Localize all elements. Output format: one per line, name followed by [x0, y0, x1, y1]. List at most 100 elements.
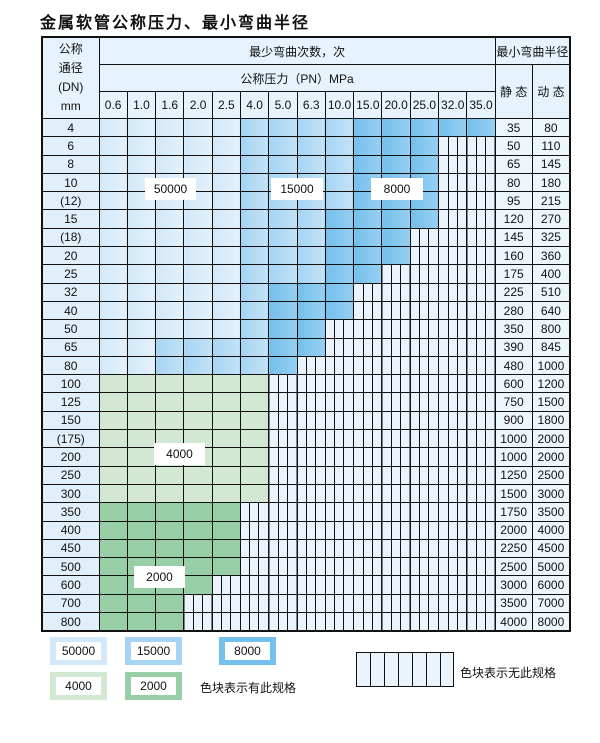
spec-cell-50000: [155, 264, 185, 284]
no-spec-cell: [438, 136, 468, 156]
dynamic-radius-cell: 80: [531, 117, 571, 138]
static-radius-cell: 50: [494, 136, 533, 156]
table-row: 150 900 1800: [41, 410, 571, 431]
no-spec-cell: [409, 502, 440, 522]
static-radius-cell: 2000: [494, 520, 533, 540]
no-spec-cell: [268, 612, 298, 632]
no-spec-cell: [409, 612, 440, 632]
legend-label: 15000: [131, 642, 176, 660]
spec-cell-4000: [211, 392, 241, 412]
spec-cell-50000: [155, 136, 185, 156]
no-spec-cell: [353, 483, 383, 504]
spec-cell-50000: [183, 117, 213, 138]
no-spec-cell: [438, 227, 468, 248]
spec-cell-4000: [155, 392, 185, 412]
spec-cell-8000: [268, 355, 298, 376]
dynamic-radius-cell: 2000: [531, 429, 571, 449]
no-spec-cell: [353, 319, 383, 339]
no-spec-cell: [466, 227, 496, 248]
spec-cell-15000: [296, 227, 326, 248]
table-row: 400 2000 4000: [41, 520, 571, 540]
no-spec-cell: [409, 246, 440, 266]
spec-cell-50000: [211, 282, 241, 302]
spec-cell-4000: [126, 483, 157, 504]
no-spec-cell: [353, 575, 383, 595]
no-spec-cell: [381, 520, 411, 540]
no-spec-cell: [296, 612, 326, 632]
spec-cell-50000: [183, 300, 213, 321]
static-radius-cell: 480: [494, 355, 533, 376]
spec-cell-15000: [239, 337, 270, 357]
static-radius-cell: 1000: [494, 429, 533, 449]
no-spec-cell: [296, 392, 326, 412]
spec-cell-8000: [409, 117, 440, 138]
dynamic-radius-cell: 325: [531, 227, 571, 248]
spec-cell-4000: [211, 374, 241, 394]
spec-cell-4000: [98, 392, 128, 412]
legend-swatch-15000: 15000: [125, 637, 182, 665]
no-spec-cell: [324, 612, 355, 632]
table-row: 200 1000 2000: [41, 447, 571, 467]
no-spec-cell: [466, 410, 496, 431]
dn-cell: 15: [41, 209, 100, 229]
no-spec-cell: [324, 374, 355, 394]
table-row: 125 750 1500: [41, 392, 571, 412]
spec-cell-8000: [381, 209, 411, 229]
pressure-col-header: 6.3: [296, 91, 326, 119]
spec-cell-2000: [183, 538, 213, 559]
pressure-header: 公称压力（PN）MPa: [98, 64, 496, 92]
no-spec-cell: [353, 538, 383, 559]
no-spec-cell: [409, 410, 440, 431]
no-spec-cell: [353, 557, 383, 577]
cycles-header: 最少弯曲次数，次: [98, 36, 496, 65]
no-spec-cell: [466, 300, 496, 321]
spec-cell-2000: [155, 538, 185, 559]
static-radius-cell: 160: [494, 246, 533, 266]
spec-cell-15000: [268, 117, 298, 138]
table-row: 250 1250 2500: [41, 465, 571, 485]
spec-cell-4000: [126, 429, 157, 449]
spec-cell-4000: [239, 465, 270, 485]
legend-has-spec-text: 色块表示有此规格: [200, 681, 297, 695]
spec-cell-8000: [353, 154, 383, 174]
no-spec-cell: [466, 575, 496, 595]
no-spec-cell: [466, 593, 496, 614]
dynamic-radius-cell: 3500: [531, 502, 571, 522]
spec-cell-15000: [268, 227, 298, 248]
dn-cell: 200: [41, 447, 100, 467]
spec-cell-15000: [239, 246, 270, 266]
no-spec-cell: [381, 355, 411, 376]
static-radius-cell: 80: [494, 172, 533, 193]
no-spec-cell: [438, 172, 468, 193]
no-spec-cell: [409, 465, 440, 485]
dynamic-radius-cell: 4000: [531, 520, 571, 540]
spec-cell-4000: [126, 374, 157, 394]
spec-cell-50000: [155, 117, 185, 138]
dynamic-radius-cell: 640: [531, 300, 571, 321]
legend-swatch-50000: 50000: [50, 637, 107, 665]
spec-cell-2000: [98, 538, 128, 559]
no-spec-cell: [239, 502, 270, 522]
no-spec-cell: [296, 575, 326, 595]
spec-cell-8000: [324, 282, 355, 302]
table-row: 40 280 640: [41, 300, 571, 321]
no-spec-cell: [268, 538, 298, 559]
no-spec-cell: [381, 593, 411, 614]
no-spec-cell: [324, 520, 355, 540]
no-spec-cell: [466, 483, 496, 504]
no-spec-cell: [296, 483, 326, 504]
spec-cell-50000: [183, 227, 213, 248]
spec-cell-4000: [126, 392, 157, 412]
table-row: (175) 1000 2000: [41, 429, 571, 449]
spec-cell-2000: [98, 520, 128, 540]
spec-cell-2000: [126, 520, 157, 540]
no-spec-cell: [409, 227, 440, 248]
no-spec-cell: [438, 575, 468, 595]
spec-cell-2000: [211, 557, 241, 577]
dn-cell: 40: [41, 300, 100, 321]
spec-cell-2000: [155, 502, 185, 522]
no-spec-cell: [466, 337, 496, 357]
spec-cell-2000: [126, 593, 157, 614]
spec-cell-50000: [126, 337, 157, 357]
no-spec-cell: [438, 612, 468, 632]
